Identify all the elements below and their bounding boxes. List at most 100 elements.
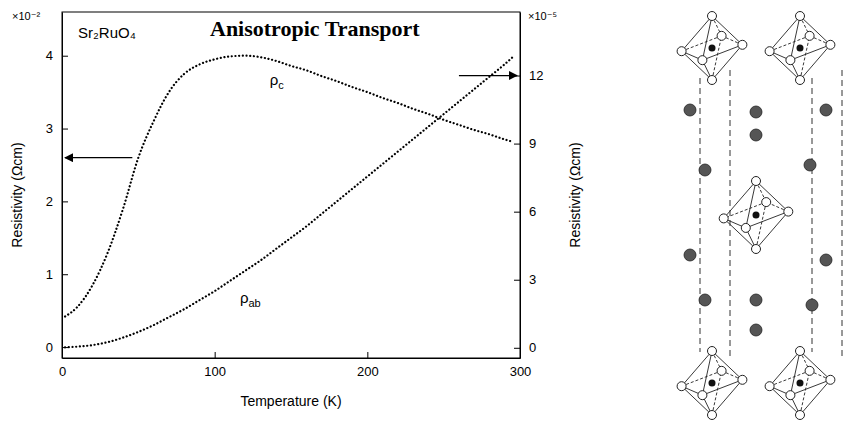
strontium-atom xyxy=(684,249,696,261)
octahedron-edge xyxy=(770,351,800,386)
octahedron-edge xyxy=(756,202,766,249)
octahedron-edge xyxy=(790,45,830,60)
y-axis-tick-label: 4 xyxy=(46,48,53,63)
oxygen-atom xyxy=(677,47,686,56)
y-axis-tick-mark xyxy=(62,129,68,130)
y2-axis-tick-mark xyxy=(514,212,520,213)
octahedron-edge xyxy=(724,218,756,249)
y-axis-tick: 4 xyxy=(46,48,68,63)
strontium-atom xyxy=(750,324,762,336)
octahedron-edge xyxy=(724,202,767,218)
octahedron-edge xyxy=(770,16,800,51)
y2-axis-tick-label: 6 xyxy=(529,204,536,219)
octahedron-edge xyxy=(800,351,830,380)
oxygen-atom xyxy=(796,76,805,85)
y2-axis: 0 3 6 9 12 xyxy=(514,13,543,359)
x-axis-title: Temperature (K) xyxy=(240,393,341,409)
oxygen-atom xyxy=(698,56,707,65)
oxygen-atom xyxy=(765,47,774,56)
octahedron-edge xyxy=(682,371,722,386)
chart: 010020030001234036912Temperature (K)Resi… xyxy=(0,0,860,433)
strontium-atom xyxy=(750,294,762,306)
octahedron xyxy=(765,12,835,85)
oxygen-atom xyxy=(752,177,761,186)
oxygen-atom xyxy=(708,347,717,356)
strontium-atom xyxy=(820,254,832,266)
octahedron-edge xyxy=(800,380,830,415)
x-axis-tick: 100 xyxy=(204,352,226,379)
oxygen-atom xyxy=(738,40,747,49)
oxygen-atom xyxy=(762,198,771,207)
y-axis-tick: 1 xyxy=(46,267,68,282)
series-line xyxy=(65,57,512,347)
y2-multiplier: ×10⁻⁵ xyxy=(528,10,557,22)
oxygen-atom xyxy=(805,366,814,375)
oxygen-atom xyxy=(796,12,805,21)
y2-axis-tick: 3 xyxy=(514,272,536,287)
x-axis-tick: 200 xyxy=(357,352,379,379)
oxygen-atom xyxy=(786,56,795,65)
octahedron-edge xyxy=(770,51,800,80)
octahedron-edge xyxy=(712,16,742,45)
octahedron-edge xyxy=(770,36,810,51)
octahedron-edge xyxy=(800,371,810,415)
y2-axis-title: Resistivity (Ωcm) xyxy=(567,142,583,247)
octahedron-edge xyxy=(800,16,830,45)
axis-arrow xyxy=(459,75,517,76)
octahedron-edge xyxy=(800,36,810,80)
y-axis-tick: 3 xyxy=(46,121,68,136)
series-label: ρc xyxy=(270,71,285,91)
strontium-atom xyxy=(804,159,816,171)
x-axis-line xyxy=(63,358,521,359)
y2-axis-line xyxy=(520,13,521,359)
strontium-atom xyxy=(699,164,711,176)
oxygen-atom xyxy=(805,31,814,40)
octahedron-edge xyxy=(702,351,712,395)
y-axis-tick-label: 3 xyxy=(46,121,53,136)
y-axis-line xyxy=(62,13,63,359)
oxygen-atom xyxy=(741,223,750,232)
axis-arrow xyxy=(65,157,132,158)
oxygen-atom xyxy=(717,366,726,375)
strontium-atom xyxy=(750,106,762,118)
y2-axis-tick-mark xyxy=(514,348,520,349)
strontium-atom xyxy=(699,294,711,306)
x-axis-tick-label: 100 xyxy=(204,364,226,379)
octahedron xyxy=(719,177,793,254)
x-axis: 0100200300 xyxy=(59,352,531,379)
oxygen-atom xyxy=(708,411,717,420)
y-multiplier: ×10⁻² xyxy=(12,10,40,22)
octahedron-edge xyxy=(724,181,756,218)
oxygen-atom xyxy=(826,375,835,384)
octahedron-edge xyxy=(702,380,742,395)
series-line xyxy=(65,56,512,317)
y2-axis-tick-label: 9 xyxy=(529,136,536,151)
y-axis-title: Resistivity (Ωcm) xyxy=(9,142,25,247)
strontium-atom xyxy=(806,299,818,311)
octahedron-edge xyxy=(712,351,742,380)
y2-axis-tick-mark xyxy=(514,280,520,281)
cell-edge xyxy=(842,70,843,360)
octahedron xyxy=(677,347,747,420)
oxygen-atom xyxy=(752,245,761,254)
octahedron-edge xyxy=(702,16,712,60)
y2-axis-tick: 0 xyxy=(514,340,536,355)
oxygen-atom xyxy=(677,382,686,391)
octahedron xyxy=(677,12,747,85)
oxygen-atom xyxy=(786,391,795,400)
ruthenium-atom xyxy=(797,380,804,387)
x-axis-tick-label: 0 xyxy=(59,364,66,379)
octahedron-edge xyxy=(712,371,722,415)
oxygen-atom xyxy=(698,391,707,400)
ruthenium-atom xyxy=(709,380,716,387)
y-axis-tick-mark xyxy=(62,201,68,202)
crystal-structure xyxy=(677,12,842,420)
chart-title: Anisotropic Transport xyxy=(210,16,420,41)
y-axis-tick: 2 xyxy=(46,194,68,209)
octahedron-edge xyxy=(712,45,742,80)
octahedron-edge xyxy=(682,351,712,386)
cell-edge xyxy=(700,78,701,352)
y2-axis-tick: 12 xyxy=(514,68,543,83)
ruthenium-atom xyxy=(709,45,716,52)
x-axis-tick-label: 200 xyxy=(357,364,379,379)
